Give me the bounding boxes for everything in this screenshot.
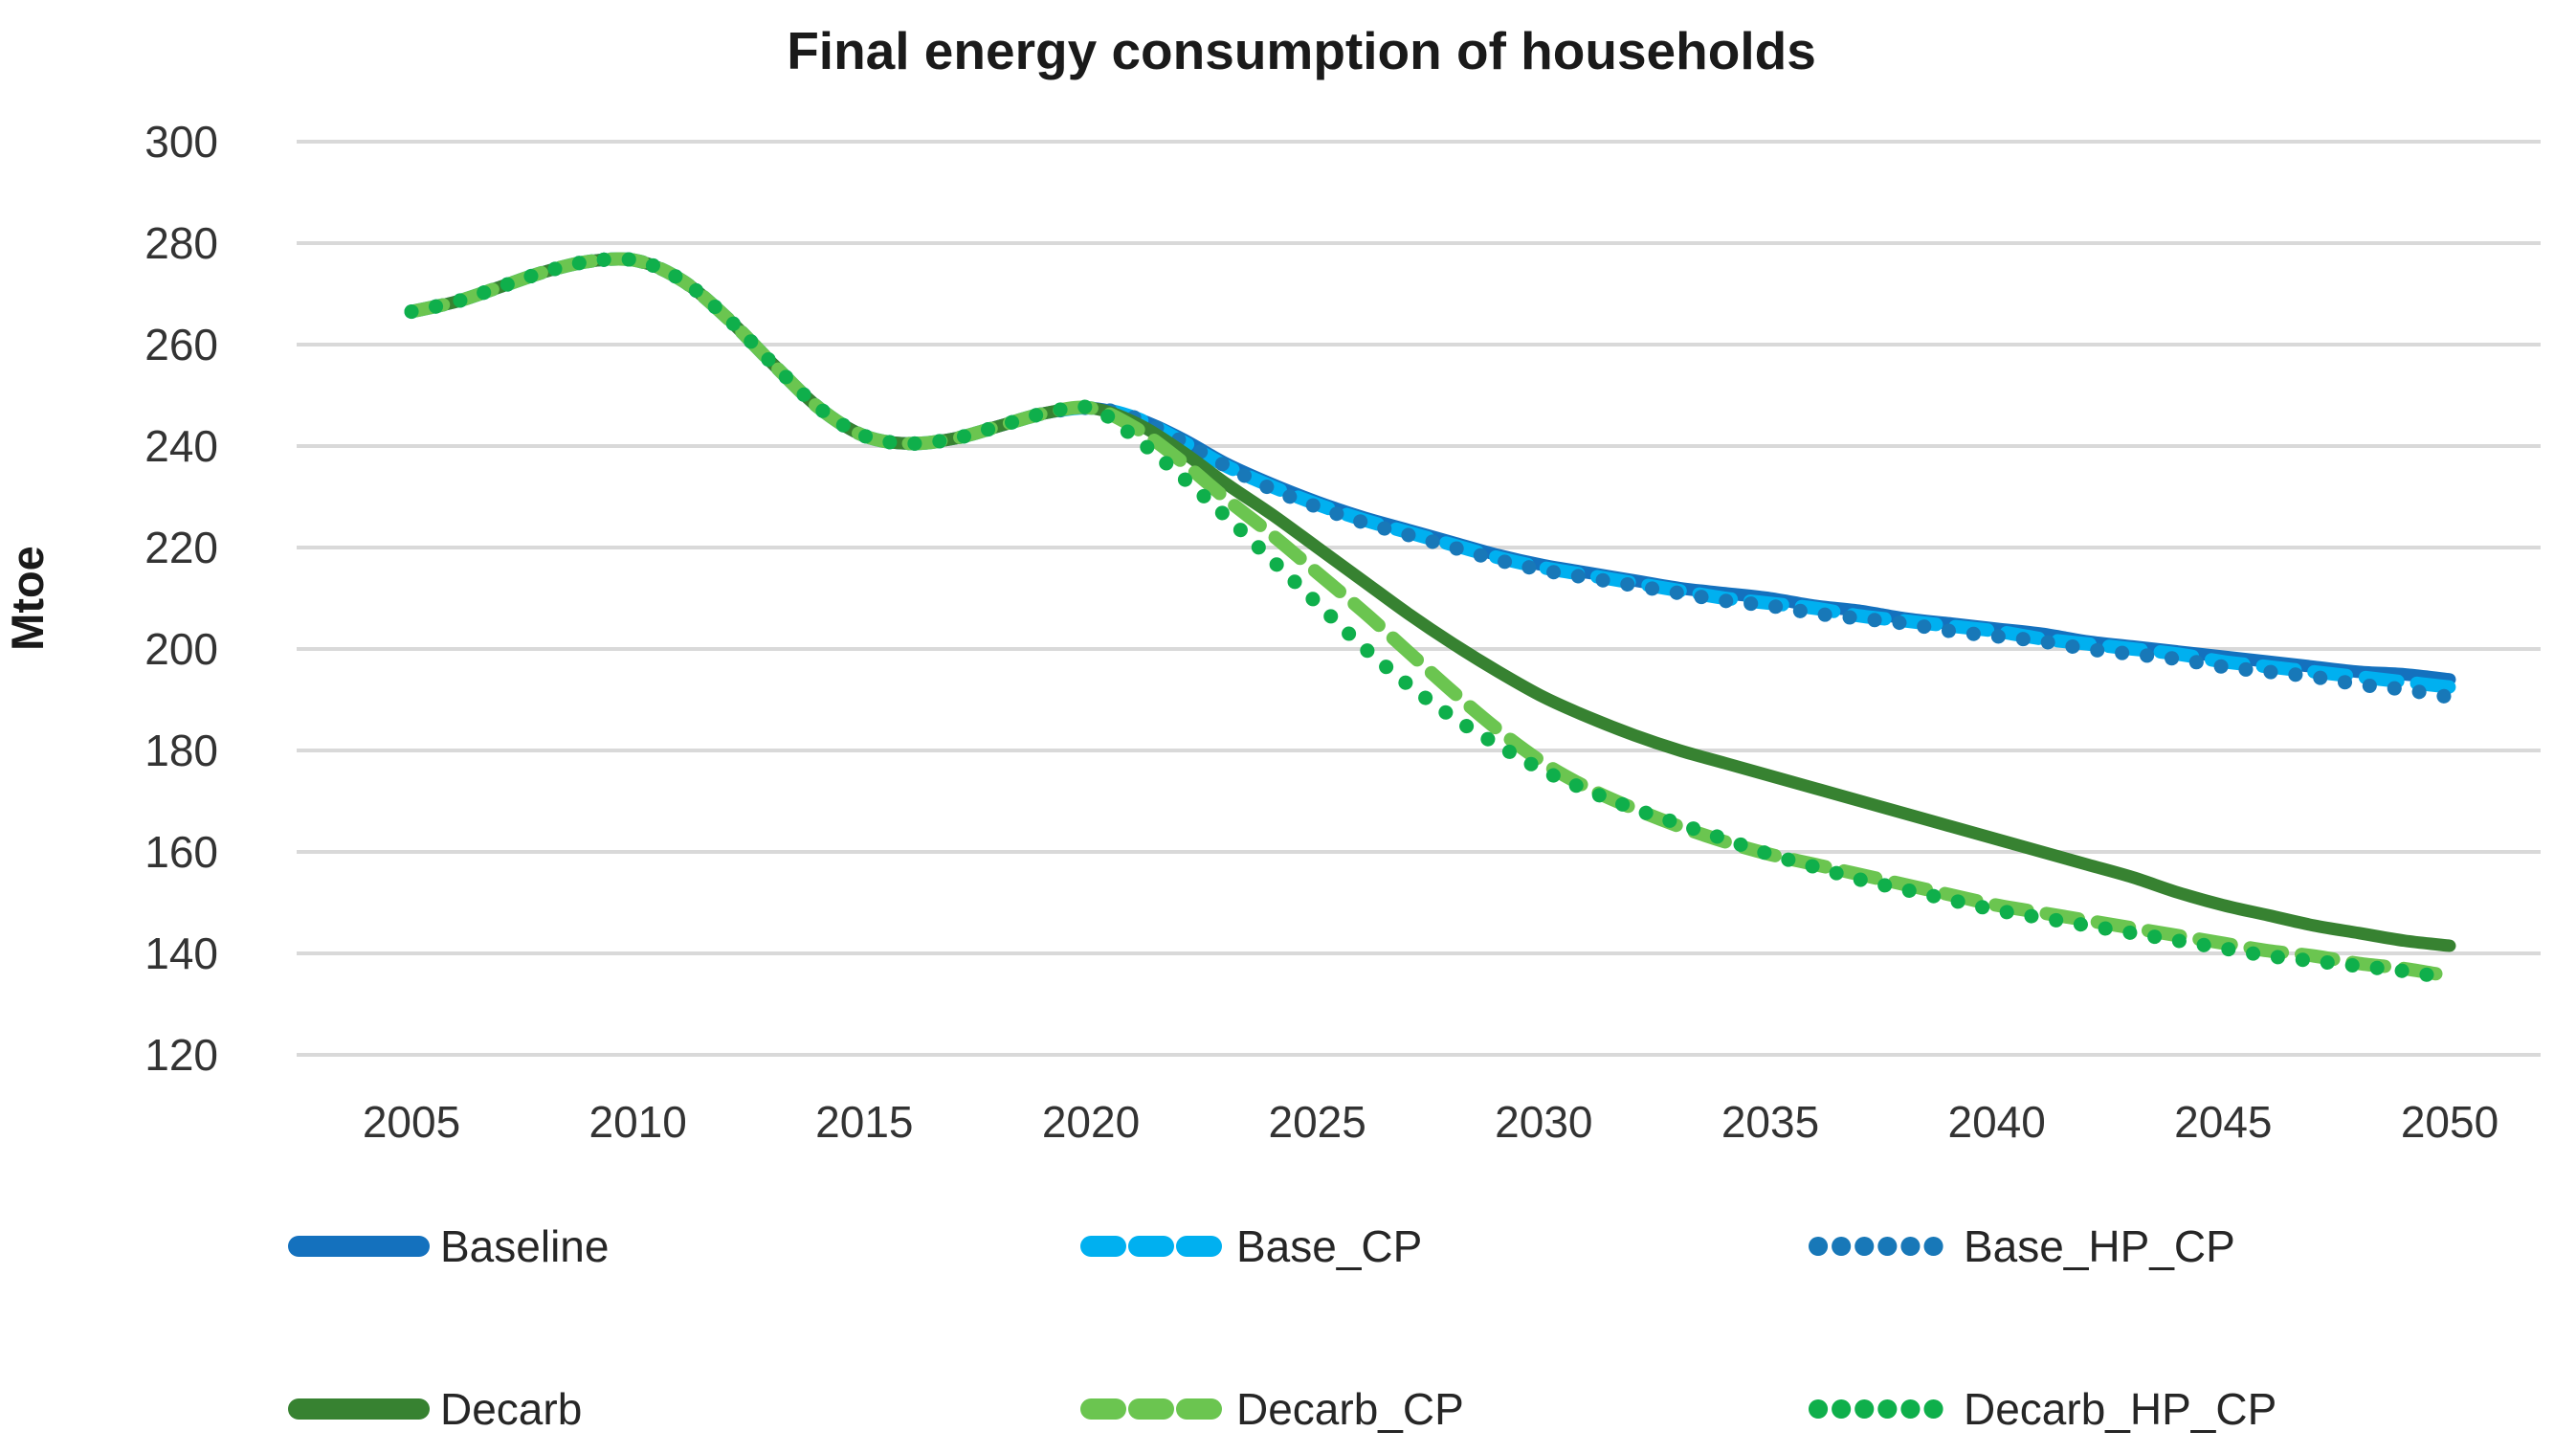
- y-tick-label: 160: [144, 827, 218, 877]
- y-tick-label: 120: [144, 1030, 218, 1080]
- y-axis-title: Mtoe: [2, 546, 53, 651]
- legend-label-decarb-cp: Decarb_CP: [1236, 1384, 1464, 1434]
- x-tick-label: 2050: [2401, 1097, 2498, 1147]
- x-axis-ticks: 2005 2010 2015 2020 2025 2030 2035 2040 2045 2050: [363, 1097, 2498, 1147]
- legend-label-decarb-hp-cp: Decarb_HP_CP: [1964, 1384, 2276, 1434]
- x-tick-label: 2015: [815, 1097, 913, 1147]
- y-tick-label: 180: [144, 726, 218, 775]
- y-axis-ticks: 300 280 260 240 220 200 180 160 140 120: [144, 117, 218, 1080]
- x-tick-label: 2040: [1947, 1097, 2045, 1147]
- legend-item-decarb-hp-cp: Decarb_HP_CP: [1809, 1384, 2276, 1434]
- series-group: [404, 252, 2457, 986]
- legend-item-base-cp: Base_CP: [1080, 1221, 1422, 1271]
- y-tick-label: 260: [144, 320, 218, 369]
- legend-label-decarb: Decarb: [440, 1384, 582, 1434]
- legend-item-decarb: Decarb: [288, 1384, 582, 1434]
- legend-label-base-cp: Base_CP: [1236, 1221, 1422, 1271]
- x-tick-label: 2010: [588, 1097, 686, 1147]
- legend-label-base-hp-cp: Base_HP_CP: [1964, 1221, 2235, 1271]
- y-tick-label: 200: [144, 624, 218, 674]
- y-tick-label: 300: [144, 117, 218, 167]
- legend: Baseline Base_CP Base_HP_CP Decarb Decar…: [288, 1221, 2276, 1434]
- gridlines: [297, 140, 2541, 1057]
- x-tick-label: 2030: [1495, 1097, 1592, 1147]
- x-tick-label: 2025: [1268, 1097, 1366, 1147]
- y-tick-label: 240: [144, 421, 218, 471]
- x-tick-label: 2020: [1042, 1097, 1140, 1147]
- legend-item-decarb-cp: Decarb_CP: [1080, 1384, 1464, 1434]
- chart-title: Final energy consumption of households: [787, 21, 1816, 80]
- series-baseline-line: [405, 253, 2456, 686]
- x-tick-label: 2035: [1721, 1097, 1819, 1147]
- series-decarb-cp-line: [405, 252, 2456, 983]
- series-decarb-hp-cp-line: [404, 252, 2457, 986]
- legend-item-baseline: Baseline: [288, 1221, 609, 1271]
- y-tick-label: 220: [144, 523, 218, 572]
- series-decarb-line: [405, 253, 2456, 952]
- legend-label-baseline: Baseline: [440, 1221, 609, 1271]
- x-tick-label: 2005: [363, 1097, 460, 1147]
- legend-item-base-hp-cp: Base_HP_CP: [1809, 1221, 2235, 1271]
- x-tick-label: 2045: [2174, 1097, 2272, 1147]
- y-tick-label: 280: [144, 218, 218, 268]
- y-tick-label: 140: [144, 928, 218, 978]
